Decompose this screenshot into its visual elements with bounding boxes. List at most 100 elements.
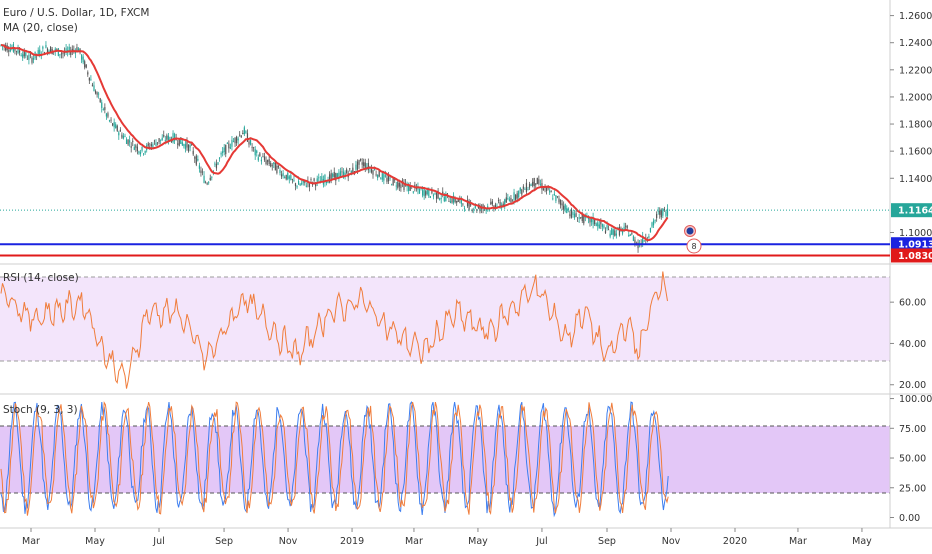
candle-body	[240, 135, 242, 138]
candle-body	[398, 182, 400, 187]
time-axis[interactable]: Mar May Jul Sep Nov 2019 Mar May Jul Sep Nov 2020 Ma…	[22, 528, 872, 547]
candle-body	[597, 222, 599, 227]
candle-body	[522, 186, 524, 189]
candle-body	[552, 198, 554, 200]
candle-body	[82, 56, 84, 63]
candle-body	[451, 198, 453, 203]
candle-body	[566, 208, 568, 214]
candle-body	[659, 210, 661, 215]
candle-body	[643, 240, 645, 242]
candle-body	[518, 190, 520, 198]
support-lines[interactable]	[0, 209, 890, 257]
candle-body	[375, 174, 377, 176]
candle-body	[569, 214, 571, 216]
candle-body	[542, 188, 545, 191]
candle-body	[434, 192, 436, 194]
candle-body	[479, 204, 481, 212]
candle-body	[454, 198, 456, 203]
candle-body	[449, 201, 452, 204]
price-tick-label: 1.18000	[899, 120, 932, 131]
candle-body	[660, 210, 662, 218]
candle-body	[116, 125, 118, 131]
candle-body	[119, 129, 121, 132]
candle-body	[315, 183, 317, 187]
candle-body	[293, 180, 295, 181]
candle-body	[87, 72, 89, 75]
candle-body	[654, 220, 656, 221]
candle-body	[150, 144, 152, 146]
candle-body	[144, 150, 146, 153]
candle-body	[437, 190, 439, 199]
candle-body	[397, 181, 399, 188]
candle-body	[102, 109, 104, 110]
rsi-tick-label: 40.00	[899, 339, 926, 350]
candle-body	[237, 138, 239, 141]
candle-body	[601, 224, 603, 227]
candle-body	[335, 172, 337, 181]
event-badges[interactable]: 8	[684, 225, 702, 254]
candle-body	[99, 98, 101, 103]
candle-body	[497, 200, 500, 201]
candle-body	[194, 157, 196, 159]
stoch-axis[interactable]: 100.00 75.00 50.00 25.00 0.00	[890, 394, 932, 524]
ma-legend[interactable]: MA (20, close)	[3, 22, 78, 34]
event-badge[interactable]	[686, 238, 702, 254]
candle-body	[65, 48, 67, 53]
candle-body	[248, 141, 250, 145]
candle-body	[125, 139, 128, 145]
candle-body	[304, 180, 306, 183]
stoch-legend[interactable]: Stoch (9, 3, 3)	[3, 404, 78, 416]
candle-body	[570, 209, 572, 218]
candle-body	[456, 200, 458, 203]
candle-body	[524, 189, 526, 190]
candle-body	[245, 131, 247, 134]
candle-body	[634, 239, 636, 244]
time-tick-label: Mar	[789, 536, 807, 547]
candle-body	[561, 203, 563, 206]
event-badge-count[interactable]: 8	[691, 242, 696, 251]
candle-body	[595, 223, 597, 226]
candle-body	[246, 133, 249, 142]
candle-body	[226, 143, 228, 145]
candle-body	[161, 137, 163, 141]
candle-body	[152, 144, 154, 148]
candle-body	[93, 85, 95, 92]
candle-body	[195, 155, 197, 165]
candle-body	[360, 159, 362, 161]
candle-body	[321, 176, 323, 181]
symbol-title[interactable]: Euro / U.S. Dollar, 1D, FXCM	[3, 7, 149, 19]
candle-body	[15, 51, 18, 52]
candle-body	[32, 58, 35, 60]
candle-body	[355, 164, 357, 170]
candle-body	[428, 189, 430, 197]
candle-body	[502, 203, 504, 207]
candle-body	[525, 182, 528, 192]
time-tick-label: 2019	[340, 536, 364, 547]
price-tick-label: 1.16000	[899, 147, 932, 158]
candle-body	[553, 193, 555, 196]
rsi-axis[interactable]: 60.00 40.00 20.00	[890, 298, 926, 392]
candle-body	[532, 181, 534, 186]
candle-body	[329, 174, 331, 183]
candle-body	[153, 140, 156, 142]
candle-body	[279, 169, 281, 174]
candle-body	[612, 229, 614, 236]
candle-body	[466, 199, 469, 207]
price-label-box	[891, 237, 932, 252]
event-flag-icon[interactable]	[686, 227, 694, 235]
candle-body	[178, 139, 180, 146]
candle-body	[163, 135, 165, 137]
candle-body	[339, 171, 342, 177]
rsi-legend[interactable]: RSI (14, close)	[3, 272, 79, 284]
candle-body	[265, 160, 267, 165]
candle-body	[378, 170, 380, 177]
candle-body	[425, 191, 427, 196]
candle-body	[564, 204, 566, 210]
candle-body	[389, 177, 391, 179]
candle-body	[313, 178, 315, 181]
candle-body	[589, 217, 591, 223]
candle-body	[43, 52, 45, 54]
price-axis[interactable]: 1.26000 1.24000 1.22000 1.20000 1.18000 1.160…	[890, 11, 932, 239]
candle-body	[60, 53, 63, 55]
